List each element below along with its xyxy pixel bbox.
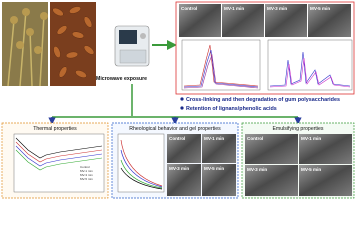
stems: [7, 9, 45, 87]
seeds-part: [83, 16, 93, 28]
page: {"top":{"process":"Microwave exposure","…: [0, 0, 356, 200]
process-label: Microwave exposure: [96, 76, 147, 82]
legend-entry: Control: [80, 165, 90, 169]
sem-image: [202, 164, 236, 196]
microwave-device: [114, 25, 150, 67]
seed-pods-part: [22, 8, 30, 16]
panel-title: Emulsifying properties: [272, 126, 323, 132]
legend-entry: MV-3 min: [80, 173, 93, 177]
sem-image: [245, 134, 298, 164]
panel-title: Thermal properties: [33, 126, 77, 132]
seed-pods-part: [16, 41, 24, 49]
flow-curves-part: [120, 149, 163, 188]
seed-pods: [10, 8, 48, 54]
seeds-part: [65, 51, 79, 59]
sem-label: Control: [169, 136, 185, 141]
sem-label: MV-3 min: [169, 166, 189, 171]
plot-frame: [267, 39, 353, 91]
plot-frame: [13, 133, 105, 193]
sem-image: [202, 134, 236, 163]
seed-pods-part: [40, 12, 48, 20]
sem-image: [299, 134, 352, 164]
thermal-curves-part: [15, 149, 103, 171]
graphical-abstract: Microwave exposure Control MV-1 min MV-3…: [1, 1, 355, 199]
flow-curves-part: [120, 159, 163, 189]
flaxseed-photo: [50, 2, 96, 86]
sem-label: Control: [247, 136, 263, 141]
sem-image: [167, 164, 201, 196]
panel-title: Rheological behavior and gel properties: [129, 126, 221, 132]
seeds-part: [58, 66, 68, 78]
spectrum-curve: [183, 53, 259, 89]
sem-image: [299, 165, 352, 196]
bullet: [180, 106, 184, 110]
sem-label: MV-5 min: [310, 6, 330, 11]
sem-image: [245, 165, 298, 196]
thermal-curves-part: [15, 137, 103, 159]
sem-label: MV-5 min: [204, 166, 224, 171]
sem-image: [167, 134, 201, 163]
top-spectra: [181, 39, 353, 91]
sem-label: MV-5 min: [301, 167, 321, 172]
device-knob: [140, 33, 146, 39]
sem-label: MV-3 min: [247, 167, 267, 172]
flow-curves-part: [120, 167, 163, 190]
sem-image: [308, 4, 351, 37]
seed-pods-part: [34, 46, 42, 54]
legend-entry: MV-5 min: [80, 177, 93, 181]
seeds-part: [53, 46, 61, 58]
thermal-curves: [15, 137, 103, 171]
device-screen: [119, 30, 137, 44]
seed-pods-part: [10, 16, 18, 24]
seeds-part: [83, 45, 95, 55]
finding: Cross-linking and then degradation of gu…: [186, 97, 340, 103]
top-sem-images: Control MV-1 min MV-3 min MV-5 min: [179, 4, 351, 37]
seed-pods-part: [26, 28, 34, 36]
thermal-curves-part: [15, 141, 103, 163]
seed-photos: [2, 2, 96, 87]
seeds-part: [69, 6, 81, 14]
connectors: [48, 84, 302, 125]
bullet: [180, 97, 184, 101]
spectrum-curve: [183, 44, 259, 87]
thermal-curves-part: [15, 145, 103, 167]
spectrum-curve: [183, 49, 259, 88]
sem-image: [179, 4, 221, 37]
sem-label: MV-1 min: [301, 136, 321, 141]
seeds-part: [75, 70, 87, 78]
device-door: [119, 49, 147, 64]
legend-entry: MV-1 min: [80, 169, 93, 173]
sem-label: MV-3 min: [267, 6, 287, 11]
plot-frame: [181, 39, 261, 91]
flow-curves-part: [120, 139, 163, 187]
sem-label: MV-1 min: [204, 136, 224, 141]
spectrum-curve: [269, 51, 351, 87]
seeds-part: [71, 31, 85, 39]
seeds: [52, 6, 95, 78]
sem-label: MV-1 min: [224, 6, 244, 11]
finding: Retention of lignans/phenolic acids: [186, 106, 277, 112]
sem-image: [265, 4, 307, 37]
flow-curves: [120, 139, 163, 190]
seeds-part: [56, 25, 68, 35]
spectrum-curve: [269, 57, 351, 88]
sem-label: Control: [181, 6, 197, 11]
seeds-part: [52, 7, 64, 17]
sem-image: [222, 4, 264, 37]
